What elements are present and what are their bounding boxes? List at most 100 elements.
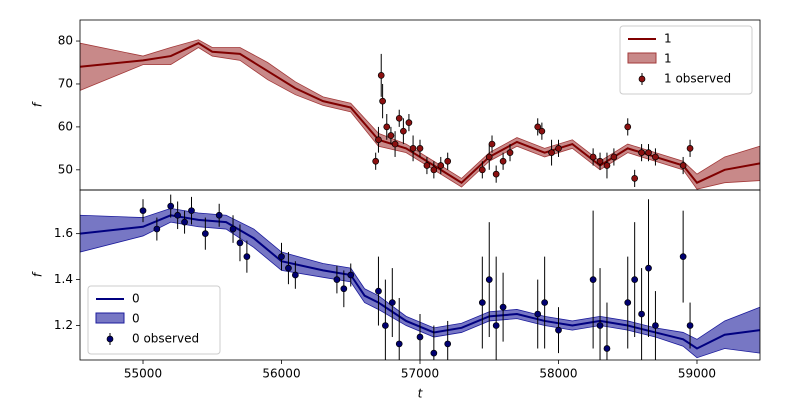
observed-point <box>624 123 632 131</box>
observed-point <box>153 225 161 233</box>
x-tick-label: 56000 <box>262 367 300 381</box>
observed-point <box>488 140 496 148</box>
observed-point <box>645 264 652 272</box>
observed-point <box>444 157 452 165</box>
observed-point <box>534 310 542 318</box>
observed-point <box>478 299 486 306</box>
legend-marker <box>106 335 114 343</box>
y-tick-label: 50 <box>58 162 73 176</box>
observed-point <box>603 345 611 352</box>
observed-point <box>377 72 385 79</box>
observed-point <box>679 253 687 260</box>
legend-label: 1 <box>664 52 672 66</box>
observed-point <box>388 299 396 306</box>
observed-point <box>372 157 380 165</box>
observed-point <box>589 153 597 161</box>
observed-point <box>347 271 355 279</box>
y-tick-label: 60 <box>58 119 73 133</box>
observed-point <box>686 322 694 329</box>
observed-point <box>416 333 424 341</box>
observed-point <box>167 202 175 210</box>
x-tick-label: 59000 <box>678 367 716 381</box>
observed-point <box>589 276 597 283</box>
observed-point <box>430 349 438 357</box>
observed-point <box>229 225 237 233</box>
observed-point <box>444 340 452 348</box>
observed-point <box>624 299 632 306</box>
observed-point <box>499 157 507 165</box>
observed-point <box>405 119 413 126</box>
observed-point <box>391 140 399 148</box>
observed-point <box>596 157 604 165</box>
observed-point <box>395 114 403 122</box>
legend: 0 0 0 observed <box>87 285 221 355</box>
observed-point <box>409 145 417 152</box>
observed-point <box>188 207 195 215</box>
observed-point <box>610 153 618 161</box>
observed-point <box>375 136 382 144</box>
observed-point <box>534 123 542 131</box>
x-axis-label: t <box>418 387 424 400</box>
observed-point <box>400 127 407 135</box>
observed-point <box>499 303 507 311</box>
observed-point <box>139 207 147 215</box>
legend-label: 1 observed <box>664 72 731 86</box>
y-tick-label: 70 <box>58 76 73 90</box>
observed-point <box>383 123 391 131</box>
x-tick-label: 55000 <box>124 367 162 381</box>
observed-point <box>416 145 424 152</box>
observed-point <box>243 253 251 260</box>
observed-point <box>430 166 438 174</box>
observed-point <box>492 322 500 329</box>
legend-patch <box>627 52 657 64</box>
observed-point <box>379 97 386 105</box>
observed-point <box>201 230 209 237</box>
observed-point <box>340 285 348 293</box>
observed-point <box>478 166 486 174</box>
observed-point <box>631 175 639 182</box>
observed-point <box>555 326 562 334</box>
observed-point <box>596 322 604 329</box>
plot-area <box>80 194 760 360</box>
confidence-band <box>80 207 760 359</box>
legend-patch <box>95 312 125 324</box>
observed-point <box>603 162 611 169</box>
y-tick-label: 1.6 <box>54 226 73 240</box>
observed-point <box>538 127 546 135</box>
observed-point <box>382 322 389 329</box>
observed-point <box>555 145 562 152</box>
observed-point <box>375 287 382 295</box>
observed-point <box>333 276 341 283</box>
y-tick-label: 1.4 <box>54 272 73 286</box>
observed-point <box>423 162 431 169</box>
observed-point <box>215 211 223 219</box>
observed-point <box>278 253 285 260</box>
legend-marker <box>638 75 646 83</box>
plot-area <box>80 39 760 190</box>
observed-point <box>285 264 292 272</box>
observed-point <box>631 276 639 283</box>
observed-point <box>492 170 500 178</box>
observed-point <box>652 322 659 329</box>
observed-point <box>395 340 403 348</box>
legend-label: 0 <box>132 312 140 326</box>
observed-point <box>686 145 694 152</box>
observed-point <box>437 162 445 169</box>
observed-point <box>679 162 687 169</box>
x-tick-label: 58000 <box>539 367 577 381</box>
observed-point <box>485 276 493 283</box>
legend: 1 1 1 observed <box>619 25 753 95</box>
legend-box <box>619 25 753 95</box>
observed-point <box>638 149 645 157</box>
observed-point <box>548 149 555 157</box>
observed-point <box>541 299 548 306</box>
observed-point <box>236 239 244 247</box>
observed-point <box>652 153 659 161</box>
legend-label: 1 <box>664 32 672 46</box>
observed-point <box>485 153 493 161</box>
legend-label: 0 observed <box>132 332 199 346</box>
y-tick-label: 1.2 <box>54 318 73 332</box>
observed-point <box>181 218 188 226</box>
y-axis-label: f <box>31 101 45 107</box>
